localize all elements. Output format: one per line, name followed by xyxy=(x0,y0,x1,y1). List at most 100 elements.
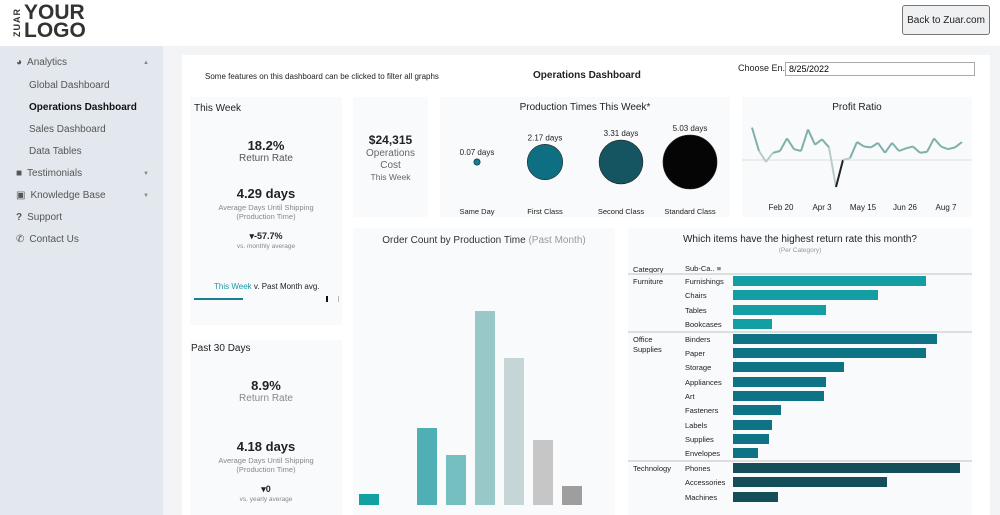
production-times-chart: 0.07 days Same Day 2.17 days First Class 3.3… xyxy=(459,124,718,216)
sidebar: ◕ Analytics ▲ Global Dashboard Operations… xyxy=(0,46,163,515)
col-header-subcategory[interactable]: Sub-Ca.. ≡ xyxy=(685,264,721,273)
subcategory-label[interactable]: Chairs xyxy=(685,291,707,301)
bubble-0 xyxy=(473,158,481,166)
label: Testimonials xyxy=(27,168,83,179)
line-segment xyxy=(884,142,893,154)
line-segment xyxy=(821,138,830,149)
sidebar-item-testimonials[interactable]: ■ Testimonials xyxy=(16,168,82,179)
return-rate-bar[interactable] xyxy=(733,376,827,387)
bubble-1 xyxy=(526,143,564,181)
profit-ratio-chart: Feb 20 Apr 3 May 15 Jun 26 Aug 7 xyxy=(742,127,972,212)
return-rate-label: Return Rate xyxy=(239,393,293,404)
return-rate-bar[interactable] xyxy=(733,304,827,315)
sidebar-item-support[interactable]: ? Support xyxy=(16,212,62,223)
return-rate-bar[interactable] xyxy=(733,290,879,301)
category-label[interactable]: Furniture xyxy=(633,277,664,286)
page-title: Operations Dashboard xyxy=(533,70,641,81)
filter-note: Some features on this dashboard can be c… xyxy=(205,72,439,81)
operations-cost-card[interactable] xyxy=(353,97,428,217)
subcategory-label[interactable]: Phones xyxy=(685,463,711,473)
chevron-down-icon[interactable]: ▼ xyxy=(143,171,149,177)
group-divider xyxy=(628,273,972,275)
production-times-title: Production Times This Week* xyxy=(519,102,651,113)
return-rate-bar[interactable] xyxy=(733,462,960,473)
return-rate-bar[interactable] xyxy=(733,276,926,286)
group-divider xyxy=(628,330,972,333)
col-header-category: Category xyxy=(633,265,664,274)
bubble-label: 0.07 days xyxy=(460,148,495,157)
profit-ratio-card xyxy=(742,97,972,217)
subcategory-label[interactable]: Furnishings xyxy=(685,277,724,286)
line-segment xyxy=(849,141,858,159)
sidebar-item-sales-dashboard[interactable]: Sales Dashboard xyxy=(29,124,106,135)
return-rate-bar[interactable] xyxy=(733,433,770,444)
sidebar-item-operations-dashboard[interactable]: Operations Dashboard xyxy=(29,102,137,113)
subcategory-label[interactable]: Storage xyxy=(685,363,712,373)
category-label: First Class xyxy=(527,207,563,216)
subcategory-label[interactable]: Art xyxy=(685,391,695,401)
subcategory-label[interactable]: Supplies xyxy=(685,434,714,444)
x-tick: May 15 xyxy=(850,203,877,212)
category-label: Second Class xyxy=(598,207,645,216)
subcategory-label[interactable]: Appliances xyxy=(685,377,722,387)
past-30-days-card[interactable] xyxy=(190,340,342,515)
this-week-card[interactable] xyxy=(190,97,342,325)
order-bar xyxy=(446,455,466,505)
subcategory-label[interactable]: Labels xyxy=(685,420,708,430)
back-to-zuar-button[interactable]: Back to Zuar.com xyxy=(902,5,990,35)
subcategory-label[interactable]: Envelopes xyxy=(685,449,721,459)
chevron-down-icon[interactable]: ▼ xyxy=(143,193,149,199)
return-rate-bar[interactable] xyxy=(733,362,845,373)
order-count-title: Order Count by Production Time (Past Mon… xyxy=(353,235,615,246)
subcategory-label[interactable]: Machines xyxy=(685,492,718,502)
subcategory-label[interactable]: Paper xyxy=(685,349,706,358)
delta-value: ▾0 xyxy=(261,484,271,494)
return-rate-subtitle: (Per Category) xyxy=(778,247,822,254)
line-segment xyxy=(877,142,886,154)
return-rate-bar[interactable] xyxy=(733,477,888,488)
line-segment xyxy=(765,152,774,163)
return-rate-bar[interactable] xyxy=(733,318,772,329)
video-icon: ■ xyxy=(16,168,23,179)
category-label[interactable]: Office Supplies xyxy=(633,334,662,354)
this-week-title: This Week xyxy=(194,103,242,114)
order-bar xyxy=(504,358,524,505)
days-label-2: (Production Time) xyxy=(236,212,296,221)
profit-ratio-title: Profit Ratio xyxy=(832,102,882,113)
return-rate-chart: Furniture Furnishings Chairs Tables Bookcase… xyxy=(628,273,972,515)
line-segment xyxy=(772,150,781,154)
return-rate-bar[interactable] xyxy=(733,405,781,416)
sidebar-item-analytics[interactable]: ◕ Analytics xyxy=(16,57,67,68)
line-segment xyxy=(786,137,795,150)
category-label[interactable]: Technology xyxy=(633,463,671,473)
subcategory-label[interactable]: Fasteners xyxy=(685,406,719,416)
return-rate-bar[interactable] xyxy=(733,390,824,401)
sort-icon[interactable]: ≡ xyxy=(714,264,722,273)
sidebar-item-contact-us[interactable]: ✆ Contact Us xyxy=(16,234,79,245)
line-segment xyxy=(870,142,879,149)
sidebar-item-knowledge-base[interactable]: ▣ Knowledge Base xyxy=(16,190,106,201)
delta-value: ▾-57.7% xyxy=(249,231,283,241)
bubble-label: 2.17 days xyxy=(528,133,563,142)
sidebar-item-global-dashboard[interactable]: Global Dashboard xyxy=(29,80,110,91)
end-date-input[interactable] xyxy=(785,62,975,76)
chevron-up-icon[interactable]: ▲ xyxy=(143,60,149,66)
ops-cost-label-2: Cost xyxy=(380,160,401,171)
label: Sub-Ca.. xyxy=(685,264,715,273)
return-rate-bar[interactable] xyxy=(733,419,772,430)
return-rate-bar[interactable] xyxy=(733,348,926,358)
order-bar xyxy=(475,311,495,505)
logo[interactable]: ZUAR YOUR LOGO xyxy=(12,2,86,41)
ops-cost-value: $24,315 xyxy=(368,133,413,147)
subcategory-label[interactable]: Tables xyxy=(685,305,707,315)
subcategory-label[interactable]: Binders xyxy=(685,334,711,344)
return-rate-value: 18.2% xyxy=(247,138,285,153)
subcategory-label[interactable]: Bookcases xyxy=(685,319,722,329)
return-rate-bar[interactable] xyxy=(733,333,938,344)
sidebar-item-data-tables[interactable]: Data Tables xyxy=(29,146,82,157)
line-segment xyxy=(919,150,928,154)
subcategory-label[interactable]: Accessories xyxy=(685,478,726,488)
return-rate-bar[interactable] xyxy=(733,448,758,459)
return-rate-label: Return Rate xyxy=(239,153,293,164)
return-rate-bar[interactable] xyxy=(733,491,779,502)
